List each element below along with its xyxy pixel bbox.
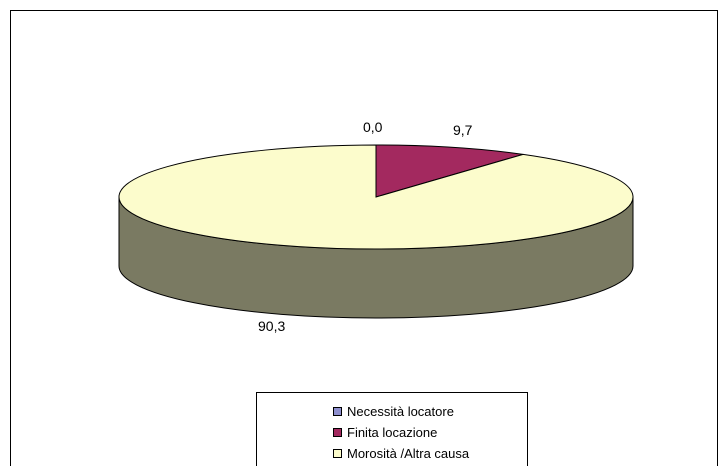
legend-swatch-finita-locazione <box>333 428 342 437</box>
legend-swatch-morosita <box>333 449 342 458</box>
pie-slice-morosita <box>118 144 634 250</box>
data-label-necessita-locatore: 0,0 <box>363 119 383 135</box>
legend-item-necessita-locatore: Necessità locatore <box>257 401 527 422</box>
data-label-finita-locazione: 9,7 <box>453 122 473 138</box>
legend-label-finita-locazione: Finita locazione <box>347 425 438 440</box>
pie-slice-finita-locazione <box>375 144 524 198</box>
legend: Necessità locatore Finita locazione Moro… <box>256 392 528 466</box>
legend-label-morosita: Morosità /Altra causa <box>347 446 470 461</box>
data-label-morosita: 90,3 <box>258 318 286 334</box>
legend-label-necessita-locatore: Necessità locatore <box>347 404 454 419</box>
legend-swatch-necessita-locatore <box>333 407 342 416</box>
legend-item-finita-locazione: Finita locazione <box>257 422 527 443</box>
legend-item-morosita: Morosità /Altra causa <box>257 443 527 464</box>
